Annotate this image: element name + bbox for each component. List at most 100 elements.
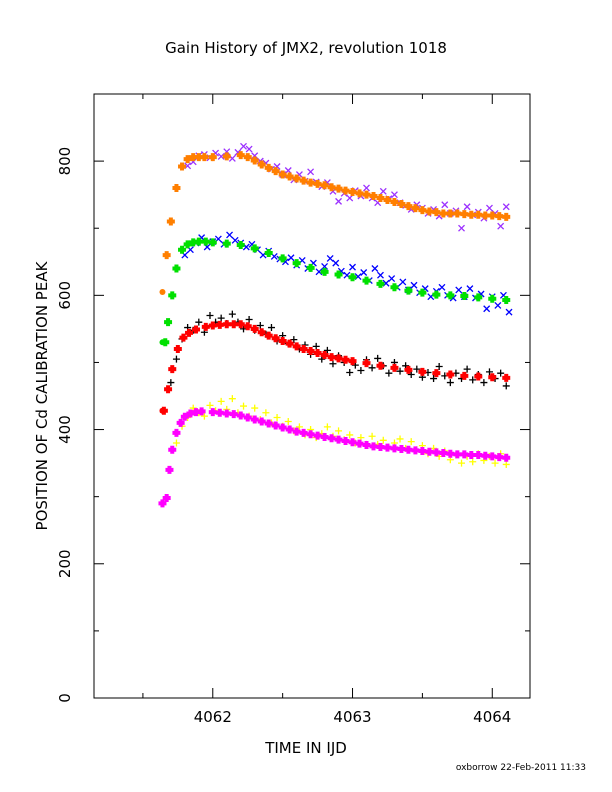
data-point [306, 263, 315, 272]
data-point [217, 397, 225, 405]
data-point [243, 153, 252, 162]
data-point [334, 184, 343, 193]
data-point [362, 276, 371, 285]
data-point [439, 449, 448, 458]
data-point [455, 286, 463, 294]
data-point [271, 167, 280, 176]
x-tick-label: 4062 [194, 708, 232, 726]
data-point [292, 174, 301, 183]
data-point [334, 435, 343, 444]
data-point [460, 450, 469, 459]
data-point [418, 288, 427, 297]
data-point [481, 451, 490, 460]
data-point [432, 208, 441, 217]
data-point [446, 370, 455, 379]
data-point [312, 342, 320, 350]
data-point [495, 212, 504, 221]
data-point [329, 360, 337, 368]
data-point [397, 200, 406, 209]
data-point [208, 153, 217, 162]
data-point [483, 305, 491, 313]
data-point [231, 236, 239, 244]
data-point [164, 385, 173, 394]
data-point [208, 238, 217, 247]
data-point [267, 324, 275, 332]
data-point [362, 440, 371, 449]
data-point [168, 365, 177, 374]
data-point [488, 452, 497, 461]
y-tick-label: 200 [56, 549, 74, 578]
data-point [250, 156, 259, 165]
data-point [264, 419, 273, 428]
data-point [327, 353, 336, 362]
data-point [236, 151, 245, 160]
x-tick-label: 4064 [473, 708, 511, 726]
y-tick-label: 400 [56, 415, 74, 444]
data-point [446, 449, 455, 458]
data-point [474, 210, 483, 219]
data-point [460, 210, 469, 219]
data-point [446, 291, 455, 300]
data-point [262, 409, 270, 417]
data-point [194, 237, 203, 246]
data-point [494, 301, 502, 309]
data-point [348, 273, 357, 282]
data-point [346, 431, 354, 439]
data-point [432, 448, 441, 457]
data-point [176, 418, 185, 427]
data-point [410, 281, 418, 289]
data-point [474, 451, 483, 460]
data-point [446, 379, 454, 387]
data-point [320, 181, 329, 190]
data-point [495, 453, 504, 462]
data-point [362, 359, 371, 368]
data-point [485, 368, 493, 376]
data-point [480, 379, 488, 387]
data-point [206, 311, 214, 319]
y-axis-label: POSITION OF Cd CALIBRATION PEAK [33, 260, 51, 530]
data-point [313, 349, 322, 358]
data-point [348, 187, 357, 196]
data-point [172, 183, 181, 192]
data-point [355, 189, 364, 198]
data-point [466, 285, 474, 293]
data-point [390, 444, 399, 453]
data-point [162, 251, 171, 260]
data-point [245, 315, 253, 323]
footer-stamp: oxborrow 22-Feb-2011 11:33 [456, 763, 586, 773]
data-point [183, 155, 192, 164]
data-point [390, 191, 398, 199]
data-point [502, 453, 511, 462]
x-tick-label: 4063 [333, 708, 371, 726]
data-point [197, 407, 206, 416]
data-point [292, 342, 301, 351]
data-point [159, 288, 166, 295]
data-point [178, 245, 187, 254]
data-point [497, 369, 505, 377]
data-point [250, 324, 259, 333]
data-point [334, 354, 343, 363]
data-point [256, 322, 264, 330]
x-axis-label: TIME IN IJD [264, 739, 347, 757]
data-point [430, 375, 438, 383]
data-point [404, 286, 413, 295]
x-tick-labels: 4062 4063 4064 [194, 708, 512, 726]
data-point [167, 379, 175, 387]
data-point [502, 460, 510, 468]
data-point [376, 361, 385, 370]
data-point [166, 217, 175, 226]
data-point [460, 292, 469, 301]
data-point [162, 494, 171, 503]
data-point [332, 259, 340, 267]
data-point [413, 365, 421, 373]
data-point [164, 318, 173, 327]
data-point [439, 209, 448, 218]
data-point [327, 183, 336, 192]
data-point [502, 382, 510, 390]
data-point [251, 404, 259, 412]
data-point [390, 198, 399, 207]
data-point [168, 445, 177, 454]
data-point [376, 443, 385, 452]
data-point [469, 458, 477, 466]
data-point [292, 259, 301, 268]
